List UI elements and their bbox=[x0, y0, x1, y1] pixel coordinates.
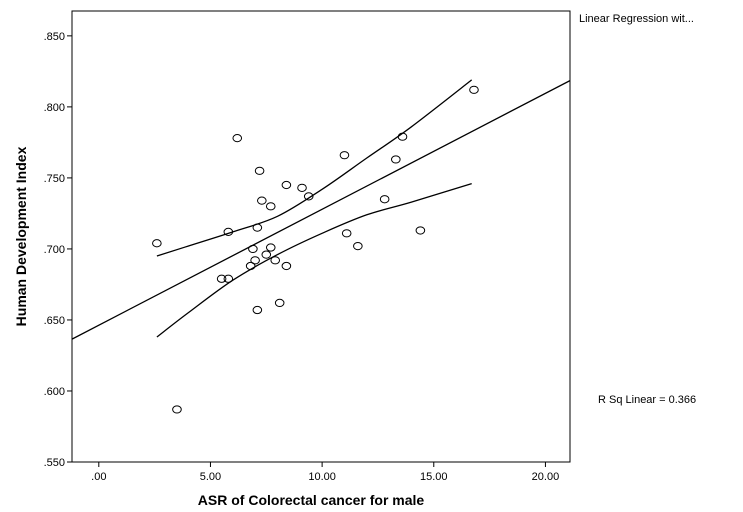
data-point bbox=[339, 151, 350, 160]
data-point bbox=[257, 196, 267, 205]
r-squared-annotation: R Sq Linear = 0.366 bbox=[598, 394, 696, 406]
data-point bbox=[223, 274, 234, 283]
data-point bbox=[250, 256, 260, 265]
data-point bbox=[281, 180, 292, 190]
y-tick-label: .750 bbox=[44, 173, 65, 185]
data-point bbox=[245, 261, 256, 271]
data-point bbox=[261, 250, 272, 259]
regression-line bbox=[72, 80, 570, 340]
y-tick-label: .700 bbox=[44, 244, 65, 256]
data-point bbox=[265, 243, 276, 252]
confidence-lower-curve bbox=[156, 182, 472, 338]
x-tick-label: 15.00 bbox=[420, 471, 448, 483]
data-point bbox=[232, 134, 243, 143]
plot-area bbox=[71, 10, 571, 463]
legend-title: Linear Regression wit... bbox=[579, 13, 694, 25]
y-tick-label: .850 bbox=[44, 31, 65, 43]
data-point bbox=[252, 223, 263, 232]
x-tick-label: 20.00 bbox=[532, 471, 560, 483]
y-axis-title: Human Development Index bbox=[13, 146, 29, 326]
data-point bbox=[152, 239, 162, 248]
data-point bbox=[274, 298, 285, 308]
y-tick-label: .600 bbox=[44, 386, 65, 398]
fit-lines bbox=[72, 79, 570, 340]
y-tick-label: .650 bbox=[44, 315, 65, 327]
x-tick-label: 10.00 bbox=[308, 471, 336, 483]
y-tick-label: .550 bbox=[44, 457, 65, 469]
data-point bbox=[379, 195, 390, 204]
data-point bbox=[341, 229, 352, 238]
x-axis-title: ASR of Colorectal cancer for male bbox=[198, 492, 425, 508]
data-point bbox=[397, 132, 408, 141]
data-point bbox=[297, 183, 307, 192]
data-point bbox=[254, 166, 265, 175]
data-point bbox=[415, 226, 426, 235]
data-point bbox=[270, 256, 281, 265]
data-point bbox=[391, 155, 401, 164]
y-tick-label: .800 bbox=[44, 102, 65, 114]
x-tick-label: .00 bbox=[91, 471, 106, 483]
data-point bbox=[216, 274, 227, 283]
data-point bbox=[265, 202, 276, 211]
x-tick-label: 5.00 bbox=[200, 471, 221, 483]
data-point bbox=[172, 405, 182, 414]
data-point bbox=[248, 244, 258, 254]
data-points bbox=[152, 85, 479, 414]
y-axis: .550 .600 .650 .700 .750 .800 .850 bbox=[44, 31, 72, 469]
data-point bbox=[303, 192, 314, 201]
data-point bbox=[353, 241, 363, 251]
data-point bbox=[223, 227, 234, 236]
data-point bbox=[469, 85, 479, 94]
x-axis: .00 5.00 10.00 15.00 20.00 bbox=[91, 462, 559, 483]
data-point bbox=[281, 261, 292, 271]
confidence-upper-curve bbox=[156, 79, 473, 257]
data-point bbox=[252, 305, 263, 315]
